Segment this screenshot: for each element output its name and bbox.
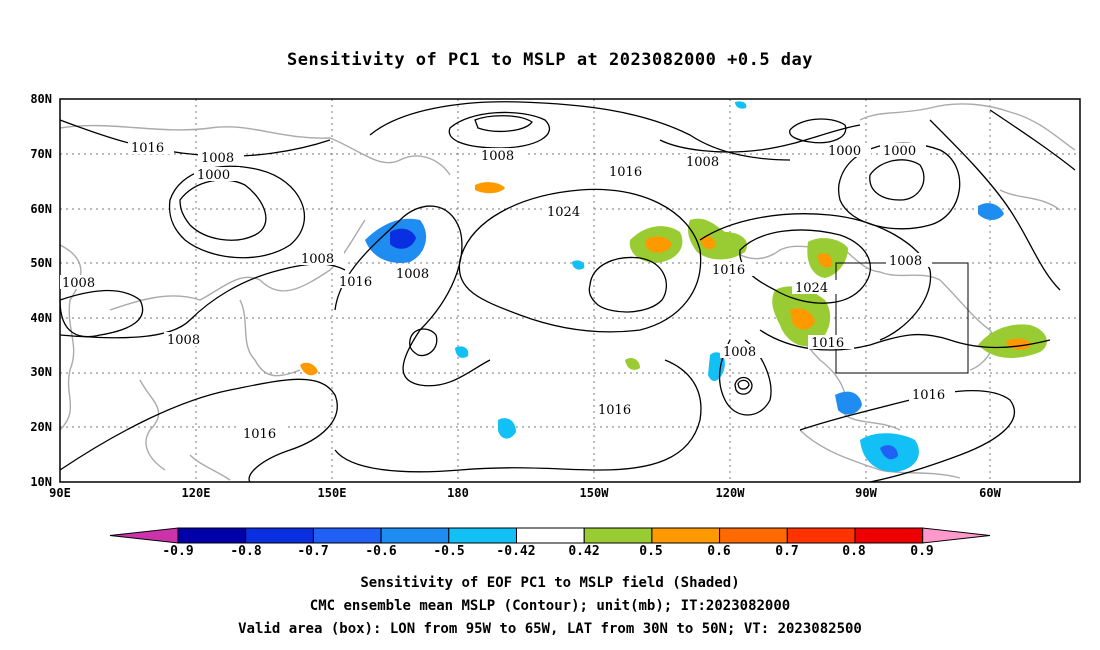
colorbar-label: -0.6 bbox=[365, 544, 397, 559]
lon-label: 120W bbox=[715, 486, 745, 500]
footer-line-3: Valid area (box): LON from 95W to 65W, L… bbox=[238, 621, 862, 637]
colorbar-swatch bbox=[583, 527, 653, 544]
footer-line-1: Sensitivity of EOF PC1 to MSLP field (Sh… bbox=[360, 575, 740, 591]
contour-labels: 1016 1008 1000 1008 1016 1024 1008 1016 … bbox=[60, 140, 955, 442]
contour-label: 1016 bbox=[131, 141, 164, 156]
colorbar-arrow-right bbox=[922, 527, 991, 544]
contour-label: 1000 bbox=[828, 144, 861, 159]
colorbar-swatch bbox=[245, 527, 314, 544]
positive-patch bbox=[475, 182, 505, 194]
colorbar-label: -0.42 bbox=[496, 544, 536, 559]
colorbar-label: -0.9 bbox=[162, 544, 194, 559]
lon-label: 90W bbox=[855, 486, 877, 500]
plot-frame bbox=[59, 98, 1081, 483]
contour-label: 1016 bbox=[912, 388, 945, 403]
lon-label: 60W bbox=[979, 486, 1001, 500]
colorbar-swatch bbox=[651, 527, 721, 544]
positive-patch bbox=[688, 218, 748, 260]
contour-label: 1008 bbox=[889, 254, 922, 269]
positive-patch bbox=[625, 357, 640, 370]
colorbar-swatch bbox=[177, 527, 247, 544]
lon-label: 90E bbox=[49, 486, 71, 500]
map-title: Sensitivity of PC1 to MSLP at 2023082000… bbox=[286, 50, 813, 70]
colorbar-label: 0.42 bbox=[568, 544, 600, 559]
contour-label: 1000 bbox=[883, 144, 916, 159]
contour-label: 1016 bbox=[712, 263, 745, 278]
contour-label: 1008 bbox=[481, 149, 514, 164]
lon-label: 180 bbox=[447, 486, 469, 500]
contour-label: 1024 bbox=[547, 205, 580, 220]
contour-label: 1016 bbox=[609, 165, 642, 180]
contour-label: 1008 bbox=[301, 252, 334, 267]
colorbar-swatch bbox=[854, 527, 924, 544]
sensitivity-shading bbox=[300, 101, 1047, 472]
lat-label: 80N bbox=[30, 92, 52, 106]
lat-label: 10N bbox=[30, 475, 52, 489]
contour-label: 1016 bbox=[811, 336, 844, 351]
negative-patch bbox=[455, 346, 469, 358]
colorbar-label: 0.9 bbox=[910, 544, 934, 559]
positive-patch bbox=[700, 235, 716, 250]
negative-patch bbox=[835, 391, 862, 415]
negative-patch bbox=[978, 203, 1004, 220]
colorbar-swatch bbox=[786, 527, 856, 544]
colorbar bbox=[109, 527, 991, 544]
contour-label: 1016 bbox=[243, 427, 276, 442]
colorbar-label: -0.8 bbox=[230, 544, 262, 559]
contour-label: 1008 bbox=[723, 345, 756, 360]
colorbar-swatch bbox=[719, 527, 788, 544]
lat-label: 20N bbox=[30, 420, 52, 434]
colorbar-label: 0.7 bbox=[775, 544, 799, 559]
colorbar-swatch bbox=[312, 527, 382, 544]
lat-label: 50N bbox=[30, 256, 52, 270]
contour-label: 1016 bbox=[339, 275, 372, 290]
negative-patch bbox=[572, 260, 585, 270]
lat-label: 60N bbox=[30, 202, 52, 216]
colorbar-swatch bbox=[516, 527, 585, 544]
colorbar-swatch bbox=[448, 527, 517, 544]
contour-label: 1000 bbox=[197, 168, 230, 183]
contour-label: 1008 bbox=[396, 267, 429, 282]
negative-patch bbox=[498, 418, 516, 439]
lon-label: 150E bbox=[317, 486, 347, 500]
negative-patch bbox=[390, 228, 416, 249]
colorbar-label: 0.8 bbox=[842, 544, 866, 559]
positive-patch bbox=[790, 308, 815, 330]
positive-patch bbox=[300, 362, 318, 376]
colorbar-label: -0.7 bbox=[297, 544, 329, 559]
colorbar-label: -0.5 bbox=[433, 544, 465, 559]
negative-patch bbox=[708, 352, 725, 382]
contour-label: 1008 bbox=[686, 155, 719, 170]
lon-label: 150W bbox=[579, 486, 609, 500]
lat-label: 30N bbox=[30, 365, 52, 379]
colorbar-arrow-left bbox=[109, 527, 179, 544]
contour-label: 1008 bbox=[201, 151, 234, 166]
lat-label: 70N bbox=[30, 147, 52, 161]
negative-patch bbox=[880, 445, 898, 460]
colorbar-label: 0.6 bbox=[707, 544, 731, 559]
contour-label: 1008 bbox=[62, 276, 95, 291]
negative-patch bbox=[735, 101, 747, 109]
positive-patch bbox=[818, 253, 833, 268]
contour-label: 1008 bbox=[167, 333, 200, 348]
colorbar-label: 0.5 bbox=[639, 544, 663, 559]
contour-label: 1016 bbox=[598, 403, 631, 418]
lon-label: 120E bbox=[181, 486, 211, 500]
positive-patch bbox=[645, 236, 672, 253]
contour-label: 1024 bbox=[795, 281, 828, 296]
footer-line-2: CMC ensemble mean MSLP (Contour); unit(m… bbox=[309, 598, 791, 614]
lat-label: 40N bbox=[30, 311, 52, 325]
colorbar-swatch bbox=[380, 527, 450, 544]
